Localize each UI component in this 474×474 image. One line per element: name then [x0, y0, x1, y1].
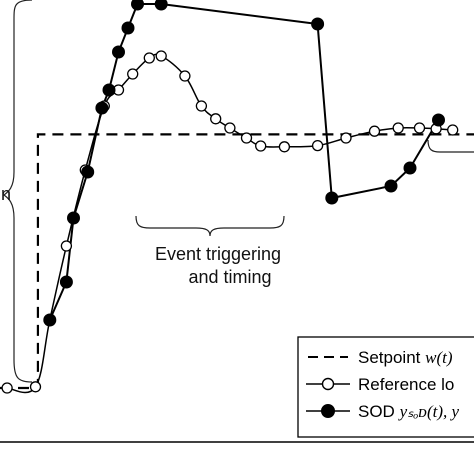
reference-point	[224, 122, 236, 134]
reference-point	[1, 382, 13, 394]
reference-point	[179, 70, 191, 82]
sod-point	[311, 17, 325, 31]
legend-entry-reference-text: Reference lo	[358, 375, 454, 394]
reference-point	[240, 132, 253, 144]
series-layer	[0, 3, 474, 394]
sod-point	[81, 165, 95, 179]
event-brace-icon	[135, 215, 285, 237]
reference-point	[255, 140, 267, 152]
sod-point	[325, 191, 339, 205]
sod-point	[432, 113, 445, 127]
legend-entry-sod-math: yₛₒᴅ(t), y	[398, 402, 460, 421]
sod-point	[95, 101, 109, 115]
reference-point	[60, 240, 73, 252]
sod-point	[59, 275, 73, 289]
setpoint-line	[0, 133, 474, 390]
sod-point	[102, 83, 116, 97]
reference-point	[195, 100, 208, 112]
reference-point	[311, 139, 324, 152]
sod-point	[131, 0, 144, 11]
reference-point	[29, 381, 42, 393]
reference-point	[143, 52, 155, 64]
legend-entry-sod-text: SOD	[358, 402, 400, 421]
reference-point	[155, 50, 167, 62]
legend-entry-setpoint-math: w(t)	[425, 348, 453, 367]
legend-entry-setpoint-text: Setpoint	[358, 348, 425, 367]
reference-point	[368, 125, 381, 137]
sod-point	[67, 211, 80, 225]
sod-point	[121, 21, 135, 35]
sod-point	[403, 161, 417, 175]
right-brace-icon	[427, 139, 474, 153]
reference-point	[447, 124, 459, 136]
sod-point	[384, 179, 398, 193]
marker-layer	[1, 0, 459, 394]
event-label-line2: and timing	[188, 267, 271, 287]
sod-point	[154, 0, 168, 11]
reference-point	[127, 68, 139, 80]
reference-point	[278, 141, 291, 153]
legend-entry-reference: Reference lo	[358, 375, 454, 394]
reference-point	[413, 122, 426, 134]
legend-filled-swatch-marker	[321, 404, 335, 418]
legend-entry-sod: SOD yₛₒᴅ(t), y	[358, 402, 459, 421]
legend-entry-setpoint: Setpoint w(t)	[358, 348, 453, 367]
sod-point	[43, 313, 57, 327]
left-brace-label: n	[1, 184, 11, 204]
legend: Setpoint w(t) Reference lo SOD yₛₒᴅ(t), …	[297, 336, 474, 438]
left-brace-icon	[2, 0, 33, 383]
event-label-line1: Event triggering	[155, 244, 281, 264]
legend-open-swatch-marker	[321, 377, 335, 391]
sod-point	[112, 45, 125, 59]
reference-point	[392, 122, 404, 134]
reference-point	[210, 113, 222, 125]
reference-point	[340, 132, 352, 144]
